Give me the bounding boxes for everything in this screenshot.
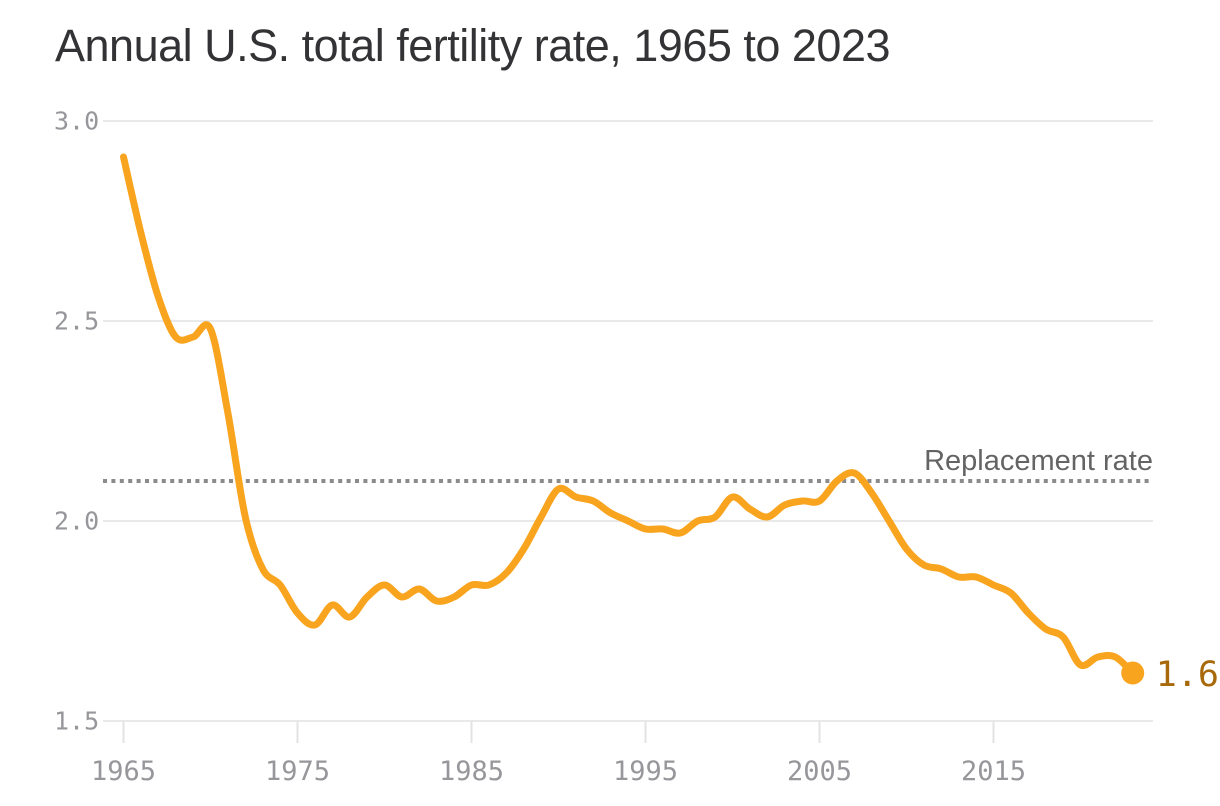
x-axis-tick-label: 1975 — [265, 756, 330, 787]
x-axis-tick-label: 1995 — [613, 756, 678, 787]
line-chart-svg: 3.0 2.5 2.0 1.5 1965 1975 1985 1995 2005 2015 Repl… — [54, 107, 1220, 788]
x-axis-tick-label: 2005 — [787, 756, 852, 787]
x-axis-tick-label: 1985 — [439, 756, 504, 787]
replacement-rate-label: Replacement rate — [924, 445, 1153, 477]
x-axis-tick-label: 1965 — [91, 756, 156, 787]
end-point-dot — [1121, 661, 1145, 685]
fertility-rate-line-series — [120, 153, 1137, 677]
y-axis-tick-label: 2.0 — [54, 507, 99, 536]
x-axis-tick-label: 2015 — [961, 756, 1026, 787]
chart-canvas: 3.0 2.5 2.0 1.5 1965 1975 1985 1995 2005 2015 Repl… — [40, 16, 1220, 790]
page-title: Annual U.S. total fertility rate, 1965 t… — [55, 20, 891, 71]
y-axis-tick-label: 1.5 — [54, 707, 99, 736]
y-axis-tick-label: 3.0 — [54, 107, 99, 136]
fertility-rate-chart: Annual U.S. total fertility rate, 1965 t… — [40, 16, 1220, 790]
y-axis-tick-label: 2.5 — [54, 307, 99, 336]
end-value-label: 1.62 — [1156, 655, 1220, 695]
